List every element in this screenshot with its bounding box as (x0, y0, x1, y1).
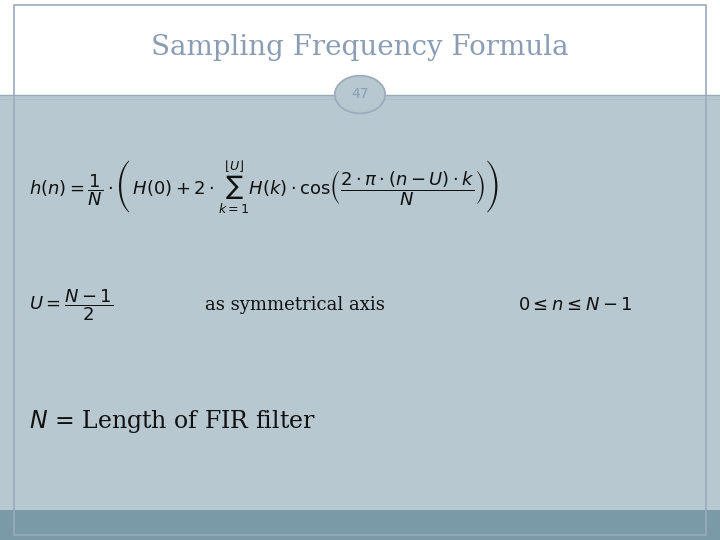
Text: Sampling Frequency Formula: Sampling Frequency Formula (151, 33, 569, 60)
Text: $U=\dfrac{N-1}{2}$: $U=\dfrac{N-1}{2}$ (29, 287, 113, 323)
Bar (0, 510, 720, 540)
Text: 47: 47 (351, 87, 369, 102)
Text: $N$ = Length of FIR filter: $N$ = Length of FIR filter (29, 408, 315, 435)
Circle shape (335, 76, 385, 113)
Bar (0, 94, 720, 510)
Text: as symmetrical axis: as symmetrical axis (205, 296, 385, 314)
Bar (0, 0, 720, 94)
Text: $h(n)=\dfrac{1}{N}\cdot\left(\,H(0)+2\cdot\sum_{k=1}^{\lfloor U\rfloor}H(k)\cdot: $h(n)=\dfrac{1}{N}\cdot\left(\,H(0)+2\cd… (29, 158, 498, 215)
Text: $0\leq n\leq N-1$: $0\leq n\leq N-1$ (518, 296, 633, 314)
